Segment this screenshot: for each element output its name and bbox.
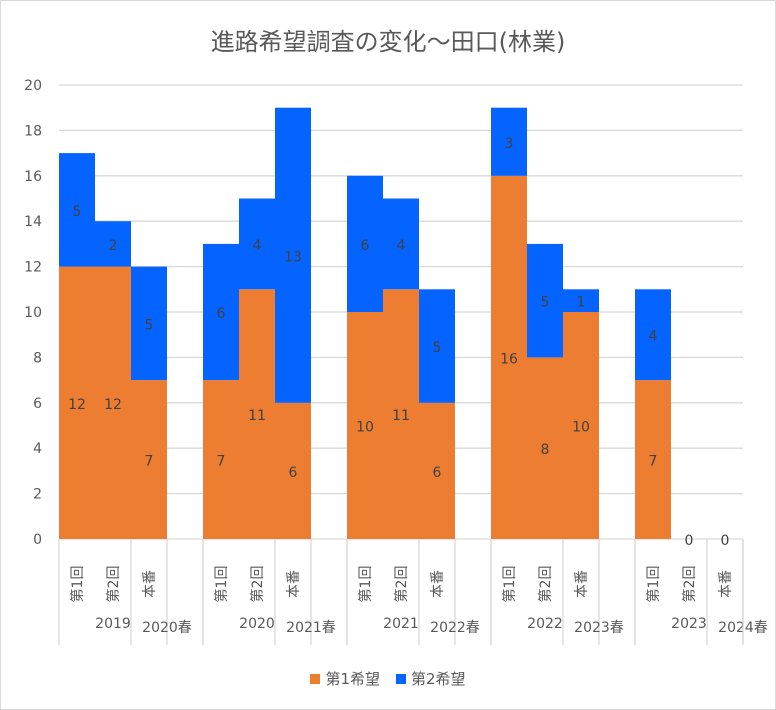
bar-segment-second-choice — [131, 266, 167, 381]
y-tick-label: 14 — [24, 214, 42, 230]
x-group-spring-label: 2020春 — [142, 620, 192, 636]
bar-segment-second-choice — [347, 175, 383, 312]
chart-title: 進路希望調査の変化～田口(林業) — [210, 28, 566, 56]
data-label: 1 — [577, 295, 586, 311]
bar-segment-first-choice — [347, 312, 383, 539]
bar-segment-first-choice — [59, 266, 95, 539]
x-category-label: 第1回 — [213, 566, 230, 603]
x-category-label: 本番 — [718, 570, 734, 598]
bar-segment-second-choice — [419, 289, 455, 403]
legend-label-second-choice: 第2希望 — [411, 670, 466, 688]
data-label: 5 — [73, 204, 82, 220]
data-label: 7 — [145, 454, 154, 470]
x-category-label: 第1回 — [501, 566, 518, 603]
data-label: 5 — [145, 317, 154, 333]
y-tick-label: 20 — [24, 78, 42, 94]
y-tick-label: 16 — [24, 169, 42, 185]
data-label: 6 — [217, 306, 226, 322]
legend-item-second-choice: 第2希望 — [396, 668, 466, 689]
x-category-label: 第1回 — [645, 566, 662, 603]
y-tick-label: 8 — [33, 350, 42, 366]
data-label: 13 — [284, 249, 302, 265]
data-label: 0 — [721, 533, 730, 549]
x-category-label: 第2回 — [537, 566, 554, 603]
x-category-label: 本番 — [430, 570, 446, 598]
data-label: 4 — [253, 238, 262, 254]
x-group-year-label: 2020 — [239, 616, 275, 632]
bar-segment-first-choice — [131, 380, 167, 539]
x-group-year-label: 2021 — [383, 616, 419, 632]
bar-segment-first-choice — [383, 289, 419, 539]
data-label: 7 — [649, 454, 658, 470]
bar-segment-second-choice — [563, 289, 599, 312]
data-label: 8 — [541, 442, 550, 458]
x-category-label: 本番 — [286, 570, 302, 598]
bar-segment-second-choice — [635, 289, 671, 381]
bar-segment-first-choice — [239, 289, 275, 539]
data-label: 2 — [109, 238, 118, 254]
legend-swatch-first-choice — [310, 673, 321, 684]
data-label: 5 — [433, 340, 442, 356]
y-tick-label: 2 — [33, 487, 42, 503]
bar-segment-second-choice — [203, 243, 239, 381]
data-label: 6 — [433, 465, 442, 481]
data-label: 12 — [104, 397, 122, 413]
y-tick-label: 18 — [24, 123, 42, 139]
data-label: 6 — [361, 238, 370, 254]
data-label: 12 — [68, 397, 86, 413]
bar-segment-first-choice — [203, 380, 239, 539]
data-label: 11 — [392, 408, 410, 424]
legend: 第1希望 第2希望 — [0, 668, 776, 689]
x-group-spring-label: 2022春 — [430, 620, 480, 636]
bar-segment-first-choice — [527, 357, 563, 539]
legend-label-first-choice: 第1希望 — [325, 670, 380, 688]
x-group-year-label: 2022 — [527, 616, 563, 632]
x-category-label: 第1回 — [69, 566, 86, 603]
data-label: 16 — [500, 351, 518, 367]
y-tick-label: 4 — [33, 441, 42, 457]
bar-segment-second-choice — [491, 107, 527, 176]
x-category-label: 本番 — [142, 570, 158, 598]
bar-segment-second-choice — [383, 198, 419, 290]
y-tick-label: 0 — [33, 532, 42, 548]
data-label: 0 — [685, 533, 694, 549]
data-label: 4 — [397, 238, 406, 254]
x-category-label: 第1回 — [357, 566, 374, 603]
x-category-label: 第2回 — [681, 566, 698, 603]
data-label: 4 — [649, 329, 658, 345]
x-group-spring-label: 2023春 — [574, 620, 624, 636]
bar-segment-first-choice — [95, 266, 131, 539]
x-group-year-label: 2019 — [95, 616, 131, 632]
x-category-label: 第2回 — [105, 566, 122, 603]
bar-segment-second-choice — [275, 107, 311, 403]
data-label: 10 — [572, 420, 590, 436]
data-label: 11 — [248, 408, 266, 424]
x-category-label: 第2回 — [249, 566, 266, 603]
x-group-year-label: 2023 — [671, 616, 707, 632]
legend-swatch-second-choice — [396, 673, 406, 684]
bar-segment-first-choice — [563, 312, 599, 539]
legend-item-first-choice: 第1希望 — [310, 668, 380, 689]
y-tick-label: 12 — [24, 260, 42, 276]
bar-segment-second-choice — [95, 221, 131, 267]
x-group-spring-label: 2021春 — [286, 620, 336, 636]
y-tick-label: 10 — [24, 305, 42, 321]
x-category-label: 本番 — [574, 570, 590, 598]
data-label: 10 — [356, 420, 374, 436]
data-label: 7 — [217, 454, 226, 470]
bar-segment-second-choice — [239, 198, 275, 290]
bar-segment-second-choice — [59, 153, 95, 267]
data-label: 5 — [541, 295, 550, 311]
bar-segment-second-choice — [527, 243, 563, 358]
bar-segment-first-choice — [635, 380, 671, 539]
data-label: 3 — [505, 136, 514, 152]
bar-segment-first-choice — [275, 402, 311, 539]
bar-segment-first-choice — [491, 175, 527, 540]
data-label: 6 — [289, 465, 298, 481]
bar-segment-first-choice — [419, 402, 455, 539]
x-category-label: 第2回 — [393, 566, 410, 603]
y-tick-label: 6 — [33, 396, 42, 412]
